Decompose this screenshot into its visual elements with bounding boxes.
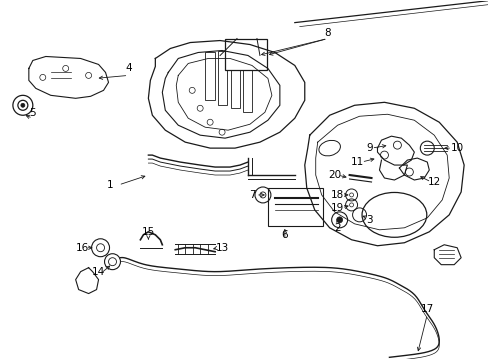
Text: 4: 4 — [125, 63, 131, 73]
Text: 6: 6 — [281, 230, 287, 240]
Text: 5: 5 — [29, 108, 36, 118]
Text: 9: 9 — [366, 143, 372, 153]
Text: 18: 18 — [330, 190, 344, 200]
Circle shape — [21, 103, 25, 107]
Text: 11: 11 — [350, 157, 364, 167]
Text: 2: 2 — [334, 223, 340, 233]
Text: 15: 15 — [142, 227, 155, 237]
Text: 13: 13 — [215, 243, 228, 253]
Text: 12: 12 — [427, 177, 440, 187]
Text: 16: 16 — [76, 243, 89, 253]
Text: 8: 8 — [324, 28, 330, 37]
Text: 20: 20 — [327, 170, 341, 180]
Text: 3: 3 — [366, 215, 372, 225]
Text: 10: 10 — [450, 143, 463, 153]
Text: 1: 1 — [107, 180, 114, 190]
FancyBboxPatch shape — [224, 39, 266, 71]
Text: 7: 7 — [248, 190, 255, 200]
Circle shape — [336, 217, 342, 223]
Text: 17: 17 — [420, 305, 433, 315]
Text: 19: 19 — [330, 203, 344, 213]
Text: 14: 14 — [92, 267, 105, 276]
